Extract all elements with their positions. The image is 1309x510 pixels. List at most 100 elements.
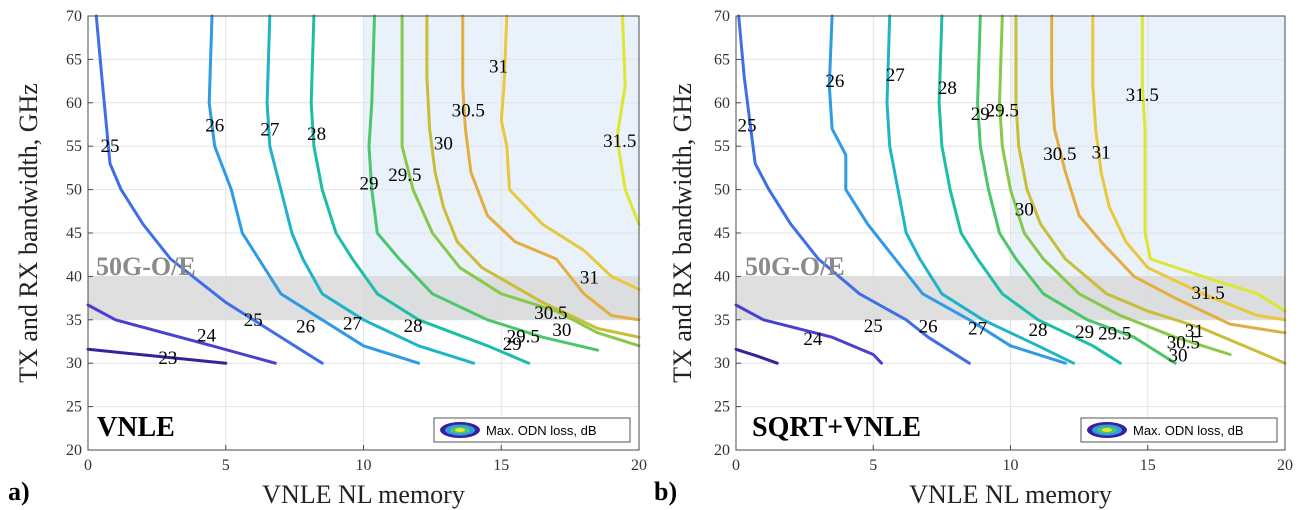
contour-label-29: 29 (503, 334, 522, 355)
contour-label-28: 28 (404, 316, 423, 337)
contour-line-24 (86, 303, 277, 365)
contour-label-26: 26 (205, 115, 224, 136)
contour-line-27 (265, 14, 476, 365)
contour-label-31.5: 31.5 (1192, 283, 1225, 304)
x-tick-label: 15 (493, 457, 509, 474)
contour-line-29.5 (400, 14, 641, 348)
contour-labels: 242525262627272828292929.529.5303030.530… (737, 65, 1225, 366)
y-tick-label: 35 (66, 312, 82, 329)
contour-line-23 (734, 347, 779, 365)
contour-lines (734, 14, 1287, 365)
x-tick-label: 15 (1140, 457, 1156, 474)
contour-label-29.5: 29.5 (388, 165, 421, 186)
contour-line-29 (976, 14, 1177, 365)
contour-label-30: 30 (434, 134, 453, 155)
contour-line-29.5 (998, 14, 1232, 356)
y-axis-label: TX and RX bandwidth, GHz (668, 83, 697, 383)
contour-label-25: 25 (737, 115, 756, 136)
contour-label-31: 31 (580, 267, 599, 288)
contour-label-26: 26 (825, 71, 844, 92)
contour-line-28 (309, 14, 531, 365)
band-50g-label: 50G-O/E (96, 252, 196, 281)
legend-label: Max. ODN loss, dB (1133, 423, 1244, 438)
contour-line-30.5 (1050, 14, 1287, 335)
band-50g-label: 50G-O/E (745, 252, 845, 281)
y-tick-label: 65 (714, 51, 730, 68)
legend: Max. ODN loss, dB (1080, 417, 1278, 443)
contour-label-31: 31 (489, 56, 508, 77)
x-axis-label: VNLE NL memory (909, 480, 1112, 509)
y-tick-label: 30 (714, 355, 730, 372)
y-tick-label: 70 (66, 8, 82, 25)
contour-line-28 (937, 14, 1122, 365)
contour-label-27: 27 (260, 120, 279, 141)
contour-label-29: 29 (971, 104, 990, 125)
panel-label: b) (654, 477, 677, 506)
contour-line-25 (94, 14, 324, 365)
contour-label-30.5: 30.5 (452, 101, 485, 122)
contour-line-31 (1091, 14, 1287, 322)
contour-label-24: 24 (803, 329, 823, 350)
contour-label-30.5: 30.5 (1167, 332, 1200, 353)
panel-a: 23242525262627272828292929.529.5303030.5… (8, 8, 647, 509)
y-tick-label: 70 (714, 8, 730, 25)
y-tick-label: 60 (714, 95, 730, 112)
contour-label-29.5: 29.5 (986, 101, 1019, 122)
y-tick-label: 40 (714, 268, 730, 285)
contour-label-29: 29 (360, 174, 379, 195)
contour-labels: 23242525262627272828292929.529.5303030.5… (101, 56, 637, 369)
contour-line-30.5 (461, 14, 641, 322)
y-tick-label: 50 (714, 182, 730, 199)
x-tick-label: 20 (1277, 457, 1293, 474)
contour-label-31: 31 (1185, 321, 1204, 342)
contour-label-24: 24 (197, 325, 217, 346)
method-label: VNLE (97, 412, 175, 443)
contour-label-31: 31 (1092, 142, 1111, 163)
contour-label-26: 26 (919, 317, 938, 338)
contour-line-30 (425, 14, 641, 339)
legend-label: Max. ODN loss, dB (486, 423, 597, 438)
panel-b: 242525262627272828292929.529.5303030.530… (654, 8, 1293, 509)
contour-label-30: 30 (1168, 345, 1187, 366)
y-tick-label: 50 (66, 182, 82, 199)
contour-line-23 (86, 347, 228, 365)
y-tick-label: 40 (66, 268, 82, 285)
y-tick-label: 55 (714, 138, 730, 155)
contour-label-29.5: 29.5 (507, 326, 540, 347)
x-axis-label: VNLE NL memory (262, 480, 465, 509)
y-tick-label: 60 (66, 95, 82, 112)
y-axis-label: TX and RX bandwidth, GHz (14, 83, 43, 383)
method-label: SQRT+VNLE (752, 412, 921, 443)
contour-label-28: 28 (307, 124, 326, 145)
contour-label-30: 30 (552, 320, 571, 341)
contour-label-25: 25 (101, 136, 120, 157)
contour-label-27: 27 (343, 313, 362, 334)
contour-label-28: 28 (1028, 320, 1047, 341)
y-tick-label: 30 (66, 355, 82, 372)
legend: Max. ODN loss, dB (433, 417, 631, 443)
contour-line-31.5 (1140, 14, 1287, 313)
y-tick-label: 55 (66, 138, 82, 155)
y-tick-label: 20 (714, 442, 730, 459)
tick-labels: 0 5 10 15 20 20 25 30 35 40 45 50 55 60 65 70 (714, 8, 1293, 474)
x-tick-label: 10 (1003, 457, 1019, 474)
x-tick-label: 5 (869, 457, 877, 474)
x-tick-label: 0 (732, 457, 740, 474)
y-tick-label: 25 (66, 399, 82, 416)
x-tick-label: 10 (356, 457, 372, 474)
legend-swatch-core (455, 428, 465, 432)
x-tick-label: 0 (84, 457, 92, 474)
tick-labels: 0 5 10 15 20 20 25 30 35 40 45 50 55 60 65 70 (66, 8, 647, 474)
contour-line-27 (885, 14, 1076, 365)
contour-label-27: 27 (968, 318, 987, 339)
y-tick-label: 20 (66, 442, 82, 459)
contour-label-23: 23 (158, 348, 177, 369)
contour-label-27: 27 (886, 65, 905, 86)
contour-line-31 (499, 14, 641, 291)
contour-label-26: 26 (296, 317, 315, 338)
y-tick-label: 65 (66, 51, 82, 68)
x-tick-label: 5 (222, 457, 230, 474)
contour-line-25 (737, 14, 971, 365)
contour-label-31.5: 31.5 (1126, 85, 1159, 106)
